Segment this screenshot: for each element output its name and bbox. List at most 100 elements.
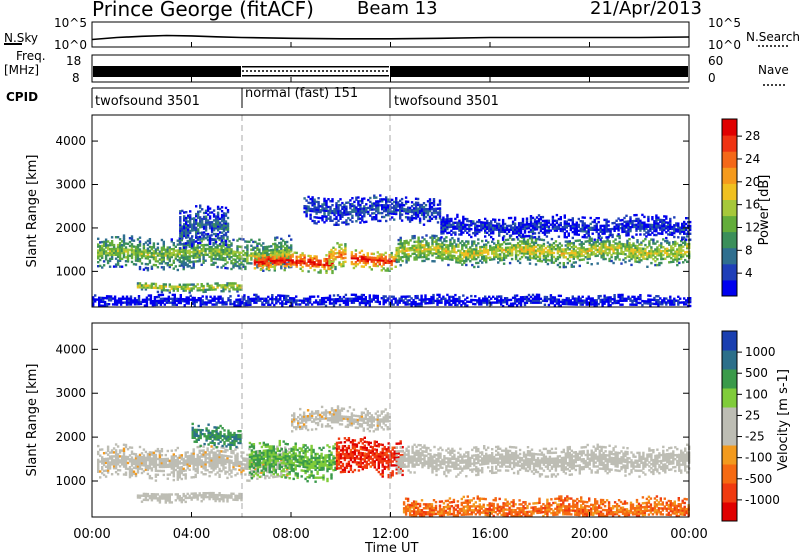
data-cell	[102, 296, 105, 300]
data-cell	[623, 224, 626, 227]
data-cell	[210, 228, 214, 232]
data-cell	[281, 259, 284, 262]
data-cell	[336, 299, 340, 303]
data-cell	[488, 301, 491, 304]
data-cell	[564, 265, 567, 269]
data-cell	[363, 215, 366, 218]
data-cell	[188, 253, 191, 256]
data-cell	[495, 255, 498, 259]
data-cell	[449, 238, 452, 242]
data-cell	[364, 299, 367, 303]
data-cell	[570, 251, 573, 255]
data-cell	[100, 300, 103, 303]
data-cell	[210, 221, 214, 224]
data-cell	[163, 297, 166, 300]
data-cell	[194, 252, 197, 255]
data-cell	[220, 254, 223, 257]
data-cell	[202, 249, 205, 253]
data-cell	[193, 227, 196, 230]
data-cell	[642, 239, 645, 243]
data-cell	[144, 262, 148, 266]
data-cell	[446, 214, 449, 217]
data-cell	[601, 228, 604, 231]
data-cell	[344, 248, 347, 252]
data-cell	[410, 205, 414, 208]
data-cell	[471, 248, 474, 251]
data-cell	[499, 226, 503, 230]
data-cell	[136, 247, 140, 251]
data-cell	[674, 254, 677, 257]
data-cell	[541, 215, 545, 219]
data-cell	[535, 299, 539, 302]
data-cell	[604, 250, 607, 253]
data-cell	[570, 255, 573, 259]
data-cell	[380, 253, 383, 256]
data-cell	[181, 299, 184, 303]
data-cell	[233, 300, 236, 304]
data-cell	[583, 228, 586, 231]
data-cell	[472, 220, 475, 223]
data-cell	[118, 242, 122, 245]
data-cell	[669, 231, 672, 234]
data-cell	[600, 240, 603, 243]
data-cell	[495, 247, 498, 251]
data-cell	[519, 296, 523, 299]
data-cell	[332, 250, 335, 253]
data-cell	[374, 294, 377, 298]
data-cell	[572, 247, 575, 251]
data-cell	[333, 211, 336, 215]
data-cell	[173, 303, 176, 306]
data-cell	[567, 303, 570, 306]
data-cell	[194, 285, 197, 288]
data-cell	[613, 227, 616, 230]
data-cell	[291, 253, 294, 256]
data-cell	[533, 224, 537, 227]
data-cell	[399, 264, 402, 267]
data-cell	[596, 240, 599, 244]
data-cell	[190, 247, 193, 250]
data-cell	[131, 299, 135, 302]
data-cell	[637, 217, 640, 221]
data-cell	[654, 242, 657, 245]
data-cell	[646, 251, 649, 255]
data-cell	[630, 248, 633, 251]
data-cell	[456, 227, 459, 230]
data-cell	[243, 298, 246, 301]
data-cell	[404, 202, 408, 205]
data-cell	[222, 256, 225, 260]
data-cell	[220, 290, 223, 293]
data-cell	[514, 253, 518, 257]
data-cell	[444, 220, 447, 223]
data-cell	[146, 247, 150, 250]
data-cell	[197, 232, 200, 235]
data-cell	[124, 242, 128, 245]
data-cell	[284, 243, 287, 246]
data-cell	[268, 253, 271, 256]
data-cell	[546, 241, 550, 244]
data-cell	[595, 228, 598, 232]
data-cell	[575, 221, 578, 224]
data-cell	[197, 216, 200, 219]
data-cell	[99, 249, 102, 252]
data-cell	[276, 244, 279, 247]
data-cell	[578, 253, 581, 256]
data-cell	[248, 262, 251, 265]
data-cell	[162, 260, 165, 263]
data-cell	[674, 242, 677, 246]
data-cell	[654, 248, 657, 251]
data-cell	[212, 232, 216, 236]
data-cell	[160, 288, 164, 292]
data-cell	[627, 222, 630, 225]
data-cell	[373, 196, 376, 199]
data-cell	[167, 299, 170, 302]
data-cell	[200, 253, 203, 257]
data-cell	[290, 248, 293, 251]
data-cell	[104, 244, 108, 247]
data-cell	[427, 242, 430, 245]
data-cell	[429, 236, 432, 239]
data-cell	[382, 301, 385, 304]
data-cell	[548, 247, 552, 250]
data-cell	[618, 246, 621, 249]
data-cell	[228, 244, 231, 247]
data-cell	[560, 254, 563, 257]
